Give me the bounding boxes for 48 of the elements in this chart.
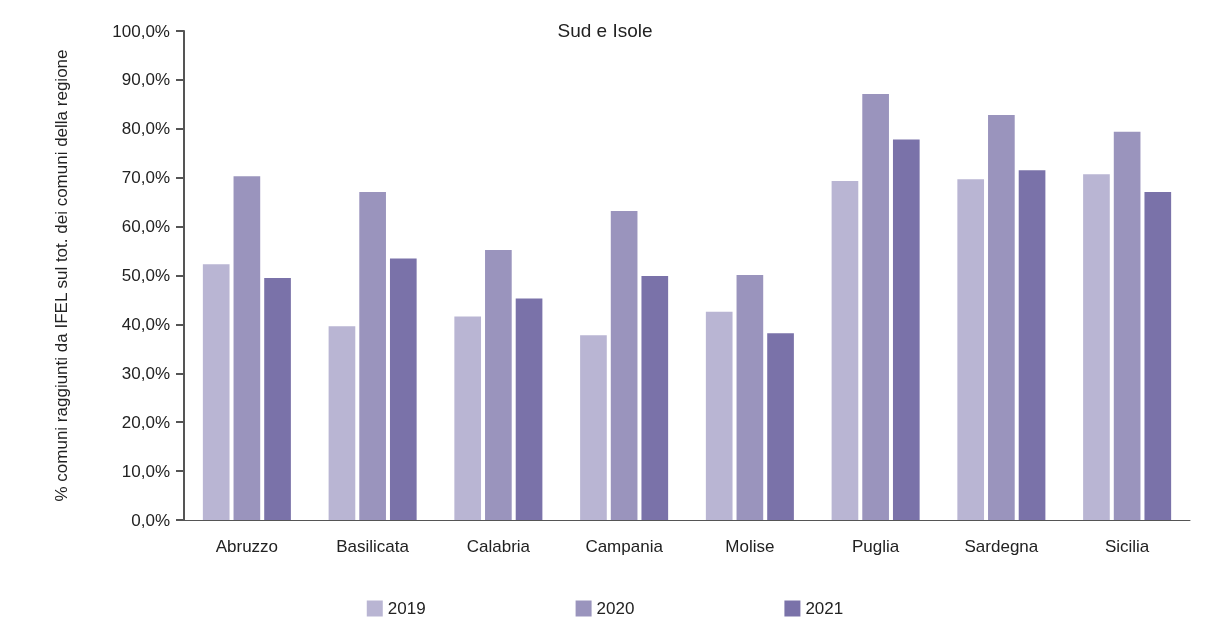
bar <box>485 250 512 520</box>
x-tick-label: Basilicata <box>336 537 410 556</box>
y-tick-label: 20,0% <box>121 412 170 432</box>
bar <box>454 316 482 520</box>
y-axis-title: % comuni raggiunti da IFEL sul tot. dei comuni della regione <box>51 49 71 502</box>
x-tick-label: Sardegna <box>964 537 1039 556</box>
bar <box>1113 131 1141 520</box>
bar <box>957 179 985 520</box>
x-tick-label: Abruzzo <box>215 537 279 556</box>
bar <box>1144 191 1172 520</box>
y-tick-label: 80,0% <box>121 119 170 139</box>
x-tick-label: Calabria <box>466 537 531 556</box>
x-tick-label: Sicilia <box>1104 537 1150 556</box>
legend-label: 2020 <box>596 599 635 618</box>
y-tick-label: 10,0% <box>121 461 170 481</box>
bar <box>767 333 794 520</box>
x-tick-label: Campania <box>585 537 664 556</box>
y-tick-label: 90,0% <box>121 70 170 90</box>
chart-title: Sud e Isole <box>557 20 653 41</box>
bar <box>641 275 669 520</box>
bar <box>359 191 386 520</box>
bar <box>202 264 230 520</box>
x-tick-label: Puglia <box>851 537 900 556</box>
y-tick-label: 70,0% <box>121 168 170 188</box>
y-tick-label: 60,0% <box>121 217 170 237</box>
bar <box>831 181 859 520</box>
legend-label: 2019 <box>387 599 426 618</box>
y-tick-label: 40,0% <box>121 314 170 334</box>
y-tick-label: 50,0% <box>121 266 170 285</box>
bar <box>892 139 920 520</box>
legend-label: 2021 <box>805 599 844 618</box>
bar <box>233 176 261 520</box>
y-tick-label: 30,0% <box>121 363 170 383</box>
bar <box>328 326 356 520</box>
bar <box>1083 174 1110 520</box>
y-tick-label: 100,0% <box>112 21 170 41</box>
bar <box>389 258 417 520</box>
bar <box>580 335 607 520</box>
bar <box>736 275 764 520</box>
bar <box>862 94 889 520</box>
bar <box>988 115 1015 520</box>
bar <box>515 298 543 520</box>
y-tick-label: 0,0% <box>131 510 170 530</box>
bar <box>705 311 733 520</box>
bar <box>1018 170 1046 520</box>
x-tick-label: Molise <box>725 537 775 556</box>
bar <box>610 210 638 520</box>
bar <box>264 277 291 520</box>
